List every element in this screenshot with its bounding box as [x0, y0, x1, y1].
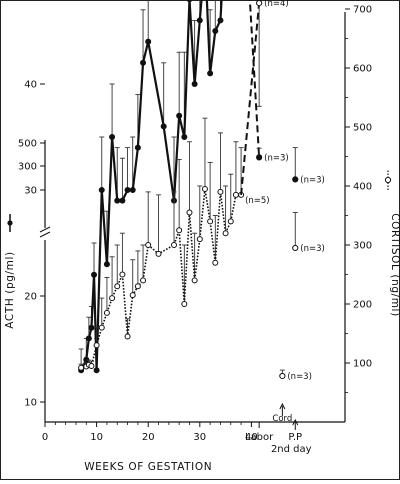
acth-data-point	[140, 59, 147, 66]
cortisol-data-point	[93, 342, 100, 349]
extra-data-point	[292, 176, 299, 183]
acth-data-point	[217, 17, 224, 24]
cortisol-series-line	[80, 188, 242, 369]
cord-arrow-head	[279, 402, 286, 410]
cortisol-data-point	[78, 364, 85, 371]
acth-data-point	[196, 17, 203, 24]
y-right-tick-label: 200	[353, 300, 372, 311]
acth-data-point	[103, 261, 110, 268]
n-label: (n=3)	[264, 153, 289, 163]
y-right-tick-label: 600	[353, 64, 372, 75]
n-label: (n=4)	[264, 0, 289, 9]
dashed-extension-line	[240, 3, 261, 195]
pp-label: P.P	[288, 432, 302, 443]
cortisol-data-point	[227, 218, 234, 225]
cortisol-data-point	[88, 362, 95, 369]
x-tick-label: 40	[245, 432, 258, 443]
y-right-tick-label: 500	[353, 123, 372, 134]
cortisol-data-point	[176, 227, 183, 234]
n-label: (n=5)	[245, 196, 270, 206]
cortisol-data-point	[207, 218, 214, 225]
y-left-axis-title: ACTH (pg/ml)	[4, 251, 16, 328]
labor-label: Labor	[245, 432, 274, 443]
n-label: (n=3)	[287, 372, 312, 382]
cortisol-data-point	[171, 242, 177, 248]
acth-data-point	[114, 197, 121, 204]
cortisol-data-point	[140, 277, 147, 284]
pp-arrow-head	[292, 418, 299, 426]
cortisol-data-point	[129, 292, 136, 299]
y-right-tick-label: 300	[353, 241, 372, 252]
cortisol-data-point	[155, 250, 162, 257]
acth-data-point	[85, 335, 92, 342]
x-axis-title: WEEKS OF GESTATION	[84, 461, 212, 473]
y-right-axis-title: CORTISOL (ng/ml)	[389, 213, 400, 317]
acth-data-point	[98, 187, 105, 193]
acth-data-point	[145, 38, 152, 45]
cortisol-data-point	[222, 230, 229, 237]
acth-data-point	[124, 187, 131, 193]
acth-data-point	[181, 134, 188, 140]
acth-data-point	[176, 112, 183, 119]
cortisol-data-point	[134, 283, 141, 290]
acth-data-point	[129, 187, 136, 193]
acth-data-point	[191, 81, 198, 87]
acth-data-point	[88, 324, 95, 331]
extra-data-point	[292, 244, 299, 252]
x-tick-label: 20	[142, 432, 155, 443]
acth-data-point	[160, 123, 167, 130]
acth-data-point	[93, 367, 100, 374]
acth-data-point	[91, 271, 98, 278]
cortisol-data-point	[181, 301, 188, 307]
cortisol-data-point	[145, 242, 152, 248]
extra-data-point	[256, 154, 263, 161]
acth-data-point	[186, 0, 193, 3]
y-right-tick-label: 400	[353, 182, 372, 193]
pp-2nd-day-label: 2nd day	[271, 444, 312, 455]
cortisol-data-point	[114, 283, 121, 290]
cortisol-data-point	[196, 236, 203, 243]
left-axis-break-mark	[39, 226, 51, 238]
cortisol-data-point	[217, 188, 224, 195]
extra-data-point	[256, 0, 263, 7]
x-tick-label: 0	[42, 432, 48, 443]
cortisol-data-point	[191, 277, 198, 284]
y-right-legend-marker	[384, 176, 392, 184]
cortisol-data-point	[103, 309, 110, 316]
x-tick-label: 30	[193, 432, 206, 443]
cortisol-data-point	[109, 295, 116, 302]
cortisol-data-point	[201, 185, 208, 192]
acth-data-point	[109, 134, 116, 140]
y-left-tick-label: 40	[24, 80, 37, 91]
y-left-tick-label: 500	[18, 139, 37, 150]
cortisol-data-point	[232, 191, 239, 198]
acth-data-point	[134, 144, 141, 151]
cortisol-data-point	[212, 259, 219, 266]
dashed-extension-line	[248, 0, 261, 158]
n-label: (n=3)	[300, 175, 325, 185]
y-left-tick-label: 20	[24, 292, 37, 303]
acth-data-point	[212, 28, 219, 34]
acth-data-point	[119, 197, 126, 204]
y-right-tick-label: 700	[353, 5, 372, 16]
cortisol-data-point	[98, 324, 105, 331]
y-left-tick-label: 300	[18, 162, 37, 173]
y-left-tick-label: 10	[24, 398, 37, 409]
cortisol-data-point	[124, 333, 131, 340]
y-left-tick-label: 30	[24, 186, 37, 197]
y-right-tick-label: 100	[353, 359, 372, 370]
n-label: (n=3)	[300, 244, 325, 254]
cord-label: Cord	[272, 414, 292, 424]
acth-data-point	[207, 70, 214, 77]
x-tick-label: 10	[90, 432, 103, 443]
y-left-legend-marker	[7, 220, 13, 226]
extra-data-point	[279, 372, 286, 380]
cortisol-data-point	[186, 209, 193, 216]
cortisol-data-point	[119, 271, 126, 278]
